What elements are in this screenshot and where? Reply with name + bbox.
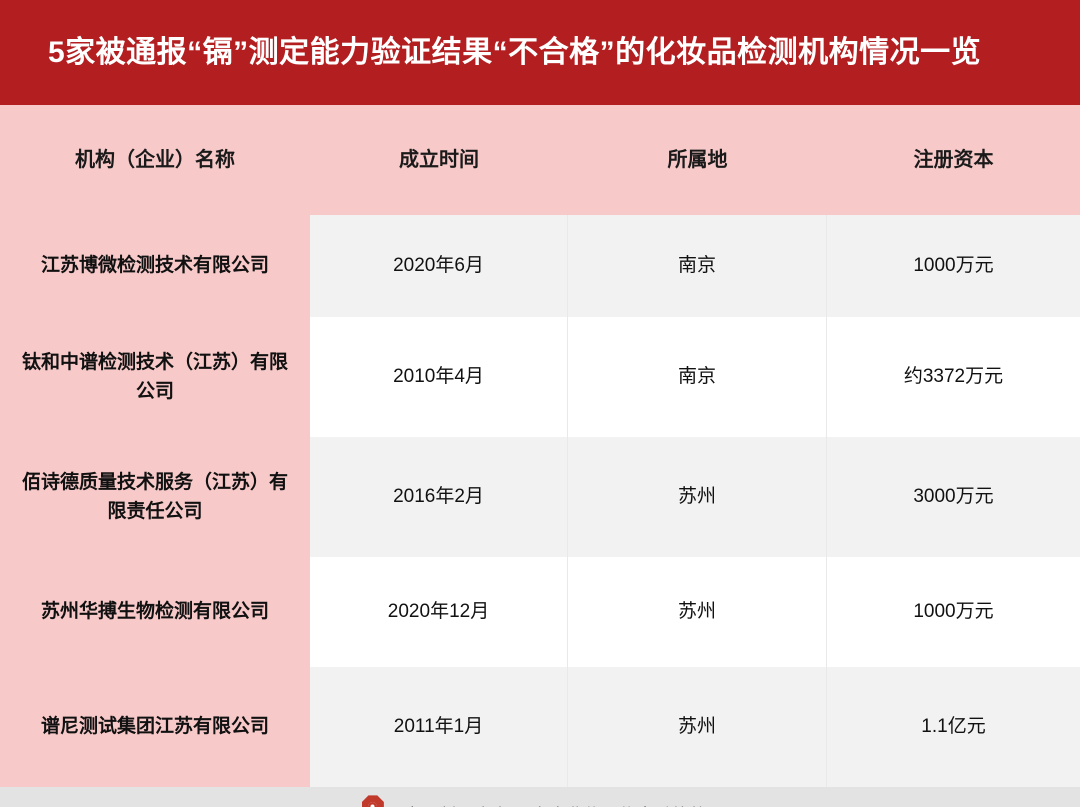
cell-location: 南京 — [568, 215, 827, 317]
cell-capital: 约3372万元 — [827, 317, 1080, 437]
cell-date: 2020年6月 — [310, 215, 568, 317]
cell-capital: 1000万元 — [827, 215, 1080, 317]
cell-date: 2010年4月 — [310, 317, 568, 437]
cell-location: 苏州 — [568, 437, 827, 557]
cell-name: 谱尼测试集团江苏有限公司 — [0, 667, 310, 787]
table-header-row: 机构（企业）名称 成立时间 所属地 注册资本 — [0, 105, 1080, 215]
cell-location: 苏州 — [568, 667, 827, 787]
column-header-date: 成立时间 — [399, 148, 479, 171]
cell-date: 2011年1月 — [310, 667, 568, 787]
column-header-capital: 注册资本 — [913, 148, 994, 171]
cell-capital: 1000万元 — [827, 557, 1080, 667]
column-header-location: 所属地 — [667, 148, 728, 171]
qingyan-logo: 青眼 QINGYAN — [356, 795, 390, 807]
table-row: 钛和中谱检测技术（江苏）有限公司 2010年4月 南京 约3372万元 — [0, 317, 1080, 437]
page-title: 5家被通报“镉”测定能力验证结果“不合格”的化妆品检测机构情况一览 — [48, 35, 982, 69]
table-row: 谱尼测试集团江苏有限公司 2011年1月 苏州 1.1亿元 — [0, 667, 1080, 787]
cell-location: 南京 — [568, 317, 827, 437]
table-row: 江苏博微检测技术有限公司 2020年6月 南京 1000万元 — [0, 215, 1080, 317]
cell-name: 佰诗德质量技术服务（江苏）有限责任公司 — [0, 437, 310, 557]
footer-bar: 青眼 QINGYAN 青眼制图 根据国家企业信用信息系统整理 — [0, 787, 1080, 807]
cell-name: 江苏博微检测技术有限公司 — [0, 215, 310, 317]
cell-date: 2016年2月 — [310, 437, 568, 557]
cell-name: 苏州华搏生物检测有限公司 — [0, 557, 310, 667]
cell-name: 钛和中谱检测技术（江苏）有限公司 — [0, 317, 310, 437]
table-row: 佰诗德质量技术服务（江苏）有限责任公司 2016年2月 苏州 3000万元 — [0, 437, 1080, 557]
table-row: 苏州华搏生物检测有限公司 2020年12月 苏州 1000万元 — [0, 557, 1080, 667]
footer-credit: 青眼制图 根据国家企业信用信息系统整理 — [404, 801, 724, 807]
eye-icon — [361, 795, 384, 807]
data-table: 机构（企业）名称 成立时间 所属地 注册资本 江苏博微检测技术有限公司 2020… — [0, 105, 1080, 787]
title-bar: 5家被通报“镉”测定能力验证结果“不合格”的化妆品检测机构情况一览 — [0, 0, 1080, 105]
cell-date: 2020年12月 — [310, 557, 568, 667]
column-header-name: 机构（企业）名称 — [75, 148, 235, 171]
cell-capital: 1.1亿元 — [827, 667, 1080, 787]
cell-location: 苏州 — [568, 557, 827, 667]
cell-capital: 3000万元 — [827, 437, 1080, 557]
